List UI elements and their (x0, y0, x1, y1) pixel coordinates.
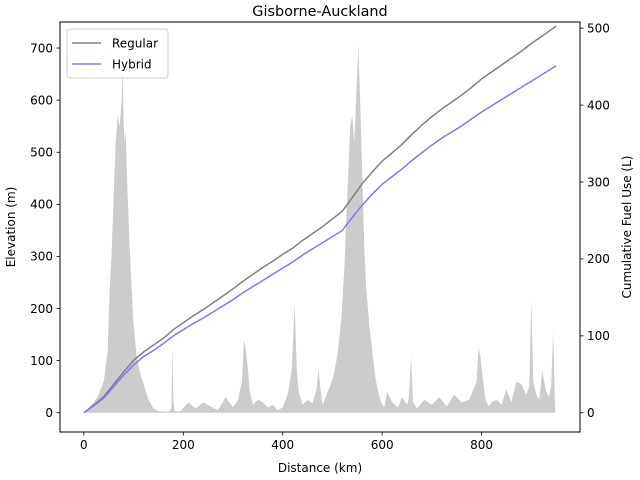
y-tick-label: 500 (30, 146, 53, 160)
y-tick-label: 600 (30, 93, 53, 107)
y2-axis-ticks: 0 100 200 300 400 500 (580, 21, 610, 420)
y-tick-label: 0 (45, 406, 53, 420)
x-tick-label: 400 (271, 438, 294, 452)
y2-tick-label: 0 (587, 406, 595, 420)
x-axis-title: Distance (km) (278, 461, 362, 475)
y2-axis-title: Cumulative Fuel Use (L) (620, 156, 634, 299)
y2-tick-label: 100 (587, 329, 610, 343)
y-tick-label: 300 (30, 250, 53, 264)
legend: Regular Hybrid (66, 28, 169, 79)
y-tick-label: 100 (30, 354, 53, 368)
y-tick-label: 700 (30, 41, 53, 55)
fuel-lines-layer (83, 25, 557, 414)
plot-frame (59, 21, 581, 433)
x-tick-label: 800 (470, 438, 493, 452)
x-tick-label: 200 (172, 438, 195, 452)
legend-label-regular: Regular (112, 37, 158, 51)
y-axis-title: Elevation (m) (4, 187, 18, 268)
x-tick-label: 600 (371, 438, 394, 452)
y2-tick-label: 500 (587, 21, 610, 35)
y-axis-ticks: 0 100 200 300 400 500 600 700 (30, 41, 60, 420)
y-tick-label: 200 (30, 302, 53, 316)
x-axis-ticks: 0 200 400 600 800 (80, 432, 493, 452)
elevation-area-layer (83, 45, 556, 413)
series-line-hybrid (83, 65, 557, 414)
x-tick-label: 0 (80, 438, 88, 452)
elevation-area (83, 45, 556, 413)
legend-label-hybrid: Hybrid (112, 58, 152, 72)
series-line-regular (83, 25, 557, 414)
chart-title: Gisborne-Auckland (252, 4, 387, 20)
y2-tick-label: 400 (587, 98, 610, 112)
y2-tick-label: 200 (587, 252, 610, 266)
y2-tick-label: 300 (587, 175, 610, 189)
legend-box (66, 28, 169, 79)
y-tick-label: 400 (30, 198, 53, 212)
